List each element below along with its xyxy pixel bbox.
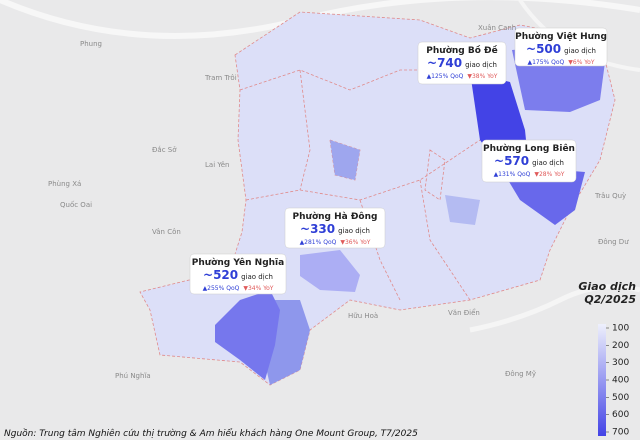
ward	[330, 140, 360, 180]
ward-highlight	[300, 250, 360, 292]
callout-value-line: ~330 giao dịch	[300, 222, 370, 236]
place-label: Vân Côn	[152, 228, 181, 236]
callout-change-line: ▲131% QoQ ▼28% YoY	[494, 171, 565, 178]
place-label: Văn Điển	[448, 308, 480, 317]
place-label: Phú Nghĩa	[115, 372, 151, 380]
callout-change-line: ▲125% QoQ ▼38% YoY	[427, 73, 498, 80]
callout-change-line: ▲175% QoQ ▼6% YoY	[527, 59, 594, 66]
place-label: Đông Dư	[598, 238, 629, 246]
place-label: Lai Yên	[205, 161, 229, 169]
source: Nguồn: Trung tâm Nghiên cứu thị trường &…	[4, 428, 418, 439]
callout-value: ~740	[427, 56, 462, 70]
place-label: Tram Trôi	[204, 74, 237, 82]
place-label: Phung	[80, 40, 102, 48]
place-label: Quốc Oai	[60, 201, 92, 209]
callout-qoq: ▲281% QoQ	[300, 239, 337, 246]
callout-name: Phường Yên Nghĩa	[192, 257, 284, 268]
ward	[445, 195, 480, 225]
callout-box	[189, 253, 287, 295]
place-label: Trâu Quỳ	[594, 192, 626, 200]
legend-tick-label: 700	[612, 428, 629, 438]
legend-title: Giao dịch	[578, 280, 636, 293]
road	[469, 284, 640, 333]
callout-box	[284, 207, 386, 249]
callout-value: ~330	[300, 222, 335, 236]
ward-highlight	[505, 170, 585, 225]
callout-value: ~520	[203, 268, 238, 282]
callout-unit: giao dịch	[241, 273, 273, 281]
legend-tick-label: 200	[612, 341, 629, 351]
callout-unit: giao dịch	[338, 227, 370, 235]
callout-name: Phường Việt Hưng	[515, 31, 607, 42]
callout-name: Phường Long Biên	[483, 143, 575, 154]
callout-unit: giao dịch	[564, 47, 596, 55]
place-label: Xuân Canh	[478, 24, 516, 32]
place-label: Hữu Hoà	[348, 312, 378, 320]
place-label: Phùng Xá	[48, 180, 81, 188]
legend-title: Q2/2025	[584, 293, 636, 306]
place-labels: Phung Tram Trôi Đắc Sở Lai Yên Phùng Xá Quốc …	[48, 24, 629, 380]
place-label: Đông Mỹ	[505, 370, 536, 378]
callout-yoy: ▼34% YoY	[243, 285, 273, 292]
callout-qoq: ▲131% QoQ	[494, 171, 531, 178]
callout-name: Phường Hà Đông	[293, 211, 378, 222]
legend-tick-label: 600	[612, 410, 629, 420]
ward-borders	[239, 69, 481, 301]
callout-change-line: ▲281% QoQ ▼36% YoY	[300, 239, 371, 246]
callout-yoy: ▼36% YoY	[340, 239, 370, 246]
callout-value-line: ~740 giao dịch	[427, 56, 497, 70]
callout-qoq: ▲175% QoQ	[527, 59, 564, 66]
legend-tick-label: 300	[612, 358, 629, 368]
callout-yoy: ▼28% YoY	[534, 171, 564, 178]
callouts: Phường Bồ Đề~740 giao dịch▲125% QoQ ▼38% Y…	[189, 27, 608, 295]
legend-tick-label: 100	[612, 324, 629, 334]
callout-change-line: ▲255% QoQ ▼34% YoY	[203, 285, 274, 292]
colorbar	[598, 324, 606, 436]
callout-box	[481, 139, 577, 183]
legend-tick-label: 400	[612, 376, 629, 386]
legend-tick-label: 500	[612, 393, 629, 403]
callout-unit: giao dịch	[465, 61, 497, 69]
callout-name: Phường Bồ Đề	[426, 45, 497, 56]
callout-unit: giao dịch	[532, 159, 564, 167]
callout-box	[417, 41, 507, 85]
callout-yoy: ▼6% YoY	[568, 59, 595, 66]
place-label: Đắc Sở	[152, 145, 177, 154]
callout-value-line: ~570 giao dịch	[494, 154, 564, 168]
callout-value-line: ~520 giao dịch	[203, 268, 273, 282]
callout-value-line: ~500 giao dịch	[526, 42, 596, 56]
callout-value: ~570	[494, 154, 529, 168]
ward-highlight	[215, 290, 280, 380]
callout-qoq: ▲125% QoQ	[427, 73, 464, 80]
callout-qoq: ▲255% QoQ	[203, 285, 240, 292]
callout-box	[514, 27, 608, 67]
callout-yoy: ▼38% YoY	[467, 73, 497, 80]
callout-value: ~500	[526, 42, 561, 56]
